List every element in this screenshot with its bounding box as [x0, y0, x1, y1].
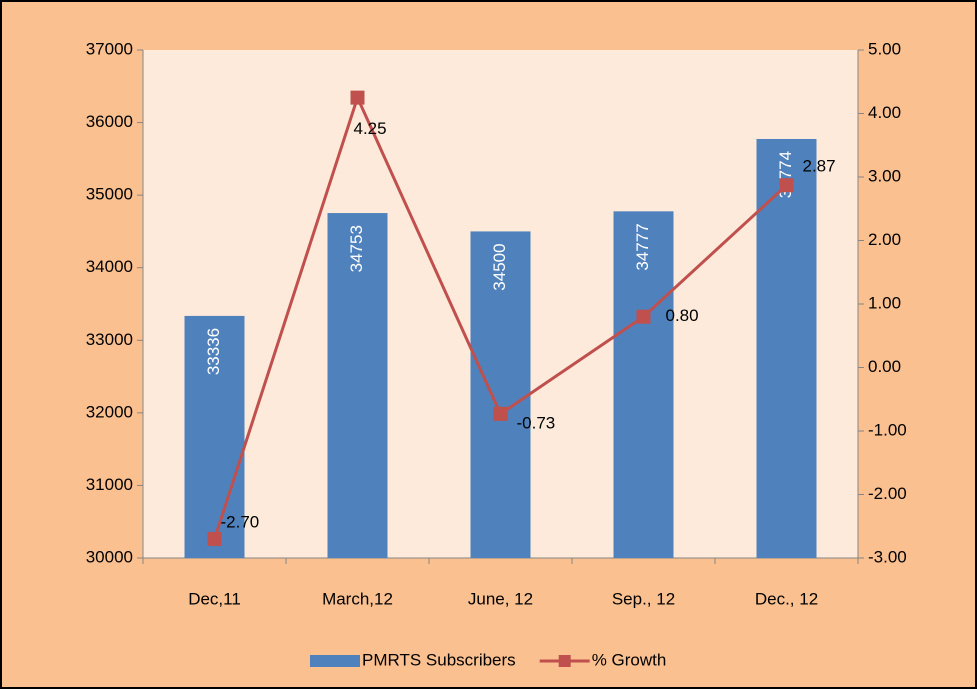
y2-tick-label: -3.00	[868, 547, 907, 566]
y2-tick-label: 4.00	[868, 103, 901, 122]
legend-swatch	[310, 655, 360, 667]
legend-label: % Growth	[592, 650, 667, 669]
bar	[327, 213, 388, 558]
y-tick-label: 33000	[86, 330, 133, 349]
legend-swatch	[558, 655, 571, 667]
bar	[470, 231, 531, 558]
legend-label: PMRTS Subscribers	[362, 650, 516, 669]
y2-tick-label: 5.00	[868, 39, 901, 58]
line-value-label: 0.80	[666, 306, 699, 325]
line-marker	[493, 406, 508, 421]
bar	[613, 211, 674, 558]
line-marker	[350, 90, 365, 105]
line-marker	[779, 178, 794, 193]
y-tick-label: 37000	[86, 39, 133, 58]
x-tick-label: Sep., 12	[612, 589, 675, 608]
line-value-label: -0.73	[517, 413, 556, 432]
y-tick-label: 31000	[86, 475, 133, 494]
y-tick-label: 34000	[86, 257, 133, 276]
line-marker	[207, 531, 222, 546]
x-tick-label: March,12	[322, 589, 393, 608]
y2-tick-label: 2.00	[868, 230, 901, 249]
x-tick-label: Dec., 12	[755, 589, 818, 608]
bar-value-label: 34753	[347, 225, 366, 272]
line-value-label: 4.25	[354, 119, 387, 138]
bar-value-label: 34777	[633, 223, 652, 270]
x-tick-label: Dec,11	[188, 589, 241, 608]
y2-tick-label: -2.00	[868, 484, 907, 503]
bar	[184, 315, 245, 558]
y-tick-label: 35000	[86, 185, 133, 204]
bar-value-label: 33336	[204, 328, 223, 375]
bar-value-label: 34500	[490, 243, 509, 290]
y-tick-label: 32000	[86, 402, 133, 421]
y2-tick-label: 1.00	[868, 293, 901, 312]
y2-tick-label: 0.00	[868, 357, 901, 376]
x-tick-label: June, 12	[468, 589, 533, 608]
line-value-label: -2.70	[221, 512, 260, 531]
line-marker	[636, 309, 651, 324]
line-value-label: 2.87	[803, 157, 836, 176]
bar	[756, 138, 817, 558]
y2-tick-label: -1.00	[868, 420, 907, 439]
y2-tick-label: 3.00	[868, 166, 901, 185]
y-tick-label: 36000	[86, 112, 133, 131]
y-tick-label: 30000	[86, 547, 133, 566]
